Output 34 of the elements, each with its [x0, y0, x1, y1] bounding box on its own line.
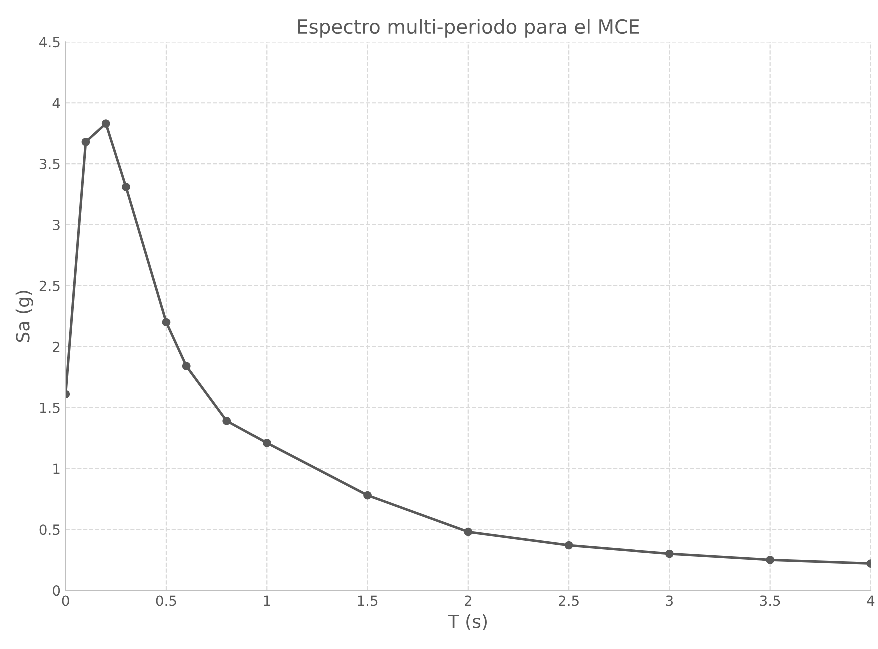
y-tick-label: 3: [53, 220, 60, 230]
x-tick-label: 1.5: [358, 596, 378, 606]
x-tick-label: 4: [867, 596, 875, 606]
x-tick-label: 0.5: [156, 596, 176, 606]
point: [82, 138, 90, 146]
point: [102, 120, 110, 128]
x-tick-label: 1: [264, 596, 270, 606]
point: [666, 550, 674, 558]
point: [564, 541, 574, 550]
point: [262, 438, 272, 448]
y-tick-label: 4: [52, 98, 60, 108]
y-tick-label: 3.5: [40, 159, 60, 170]
point: [766, 556, 774, 564]
y-tick-label: 4.5: [40, 37, 60, 48]
x-tick-label: 2.5: [559, 596, 579, 606]
x-tick-label: 0: [62, 596, 70, 606]
x-tick-label: 2: [465, 596, 472, 606]
x-tick-label: 3.5: [760, 596, 780, 606]
chart-title: Espectro multi-periodo para el MCE: [298, 19, 640, 38]
y-tick-label: 1.5: [40, 402, 60, 414]
y-tick-label: 0.5: [40, 524, 60, 536]
point: [122, 183, 130, 192]
y-tick-label: 2: [53, 342, 60, 352]
point: [222, 417, 232, 426]
point: [464, 528, 473, 536]
y-tick-label: 1: [54, 464, 60, 474]
point: [182, 362, 191, 371]
y-tick-label: 2.5: [40, 280, 60, 292]
y-axis-title: Sa (g): [16, 291, 34, 342]
y-tick-label: 0: [53, 586, 60, 596]
x-tick-label: 3: [666, 596, 673, 606]
x-axis-title: T (s): [448, 614, 487, 631]
point: [364, 491, 372, 500]
point: [162, 318, 171, 327]
